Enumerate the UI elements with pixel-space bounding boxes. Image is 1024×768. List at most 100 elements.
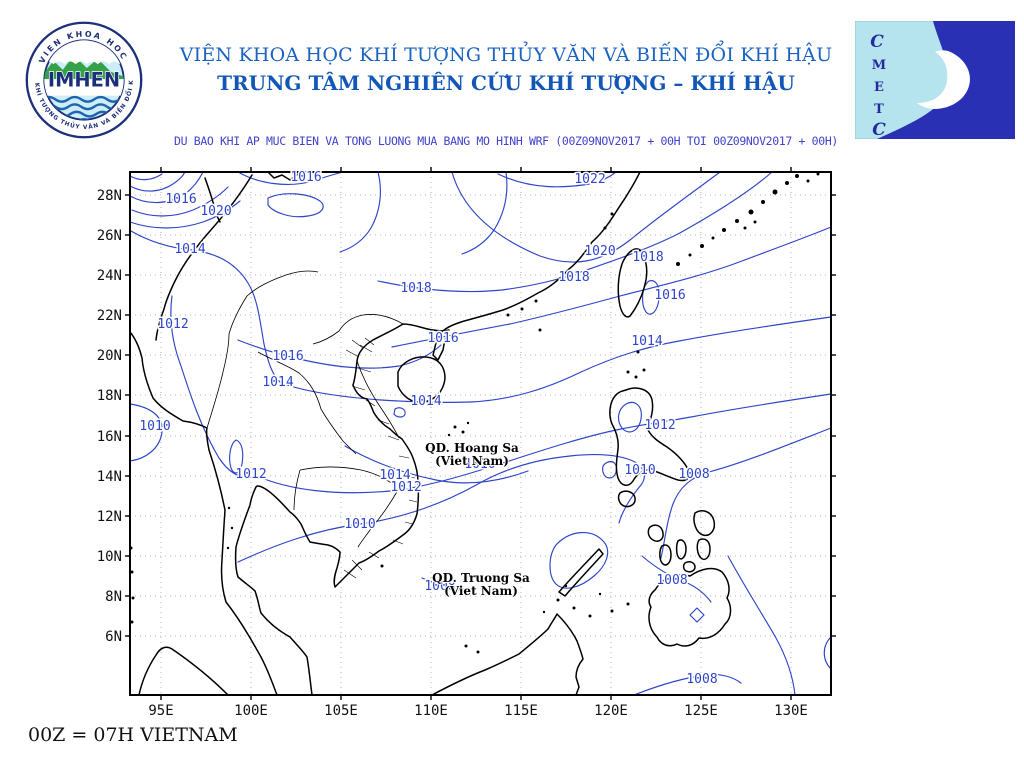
map-frame [129,171,832,696]
isobar-path-china-blob [267,193,324,218]
header-titles: VIỆN KHOA HỌC KHÍ TƯỢNG THỦY VĂN VÀ BIẾN… [150,44,862,95]
island-negros [659,544,672,566]
isobar-label-1012-21: 1012 [644,418,675,433]
border-india-myanmar [155,174,253,341]
lon-axis-label-130E: 130E [774,703,808,719]
isobar-label-1008-23: 1008 [678,467,709,482]
lat-axis-label-20N: 20N [97,348,122,364]
lat-axis-label-28N: 28N [97,188,122,204]
isobar-label-1022-4: 1022 [574,172,605,187]
cmetc-letter-c1: C [870,32,884,52]
isobar-path-descend-1 [339,171,381,253]
lat-axis-label-6N: 6N [105,629,122,645]
isobar-label-1008-25: 1008 [424,579,455,594]
island-leyte [696,538,711,561]
isobar-label-1010-24: 1010 [464,457,495,472]
island-luzon [609,387,691,486]
isobar-label-1008-27: 1008 [686,672,717,687]
border-laos-vietnam [356,360,400,439]
isobar-path-corner-3 [129,171,204,204]
isobar-path-1008-truongsa [421,577,467,593]
cmetc-logo-svg: C M E T C [854,20,1016,140]
imhen-band [44,79,124,96]
babuyan-islands [626,350,646,379]
lon-axis-label-115E: 115E [504,703,538,719]
lat-axis-label-24N: 24N [97,268,122,284]
island-cebu [675,539,687,560]
island-bohol [682,561,696,573]
island-sumatra [138,646,229,696]
border-cambodia-vietnam [357,489,399,548]
isobar-label-1020-1: 1020 [200,204,231,219]
isobar-path-1010-gulf [237,454,645,563]
lat-axis-label-10N: 10N [97,549,122,565]
isobar-label-1010-20: 1010 [344,517,375,532]
ryukyu-islands [676,172,820,266]
isobar-path-1008-edge-arc [823,636,832,670]
island-borneo [431,613,584,696]
isobar-label-1014-14: 1014 [262,375,293,390]
isobar-label-1018-7: 1018 [558,270,589,285]
border-thailand-cambodia [293,469,301,511]
isobar-path-1016-top [237,171,344,186]
cmetc-letter-e: E [874,80,884,95]
isobar-path-1008-bottom [633,673,742,696]
isobar-path-1008-corner [727,555,796,696]
misc-islets [226,212,614,654]
isobar-label-1018-8: 1018 [400,281,431,296]
isobar-path-small-loop-wluzon [602,461,618,479]
isobar-path-palawan-loop [549,532,609,589]
isobar-path-thailand-oval [229,439,244,474]
imhen-mountains [44,55,124,81]
cmetc-swoosh-white [917,50,971,109]
isobar-contours [129,171,832,696]
lat-axis-label-16N: 16N [97,429,122,445]
isobar-label-1014-15: 1014 [410,394,441,409]
isobar-path-1008-mindanao [641,555,712,603]
island-palawan [558,548,604,597]
isobar-path-1012-long [170,295,832,494]
province-line [343,337,418,579]
border-china-vietnam [312,314,404,345]
spratly-islands-dots [542,584,630,618]
paracel-islands-dots [447,421,470,437]
cmetc-letters: C M E T C [870,32,886,140]
cmetc-letter-m: M [872,58,886,73]
isobar-label-1014-2: 1014 [174,242,205,257]
isobar-label-1012-12: 1012 [157,317,188,332]
imhen-logo-svg: IMHEN VIEN KHOA HOC KHÍ TƯỢNG THỦY VĂN V… [21,14,143,139]
lon-axis-label-110E: 110E [414,703,448,719]
forecast-subtitle: DU BAO KHI AP MUC BIEN VA TONG LUONG MUA… [174,134,838,148]
isobar-label-1014-18: 1014 [379,468,410,483]
lon-axis-label-120E: 120E [594,703,628,719]
island-taiwan [617,248,648,318]
cmetc-letter-t: T [874,102,884,117]
isobar-label-1010-22: 1010 [624,463,655,478]
isobar-label-1016-13: 1016 [272,349,303,364]
lat-axis-label-8N: 8N [105,589,122,605]
place-label-0-line2: (Viet Nam) [435,454,509,468]
isobar-label-1012-19: 1012 [390,480,421,495]
isobar-path-1012-luzon-loop [617,401,642,433]
coastlines [129,171,732,696]
coastline-myanmar-west [129,331,278,696]
isobar-label-1018-6: 1018 [632,250,663,265]
isobar-path-1022 [497,171,617,188]
isobar-path-1016-taiwan-oval [642,280,660,315]
map-place-labels: QD. Hoang Sa(Viet Nam)QD. Truong Sa(Viet… [424,440,531,599]
country-borders [206,270,404,548]
coast-topedge-fragments [267,171,303,181]
imhen-logo: IMHEN VIEN KHOA HOC KHÍ TƯỢNG THỦY VĂN V… [21,14,144,140]
isobar-path-hainan-oval [393,407,406,418]
timezone-note: 00Z = 07H VIETNAM [28,724,238,746]
place-label-1-line1: QD. Truong Sa [432,571,530,585]
border-cambodia-north [299,466,395,486]
lat-axis-label-26N: 26N [97,228,122,244]
isobar-label-1010-16: 1010 [139,419,170,434]
isobar-label-1016-3: 1016 [290,170,321,185]
lat-axis-label-22N: 22N [97,308,122,324]
institute-title: VIỆN KHOA HỌC KHÍ TƯỢNG THỦY VĂN VÀ BIẾN… [179,44,833,66]
border-thailand-laos [257,351,357,455]
isobar-path-descend-2 [461,171,508,255]
